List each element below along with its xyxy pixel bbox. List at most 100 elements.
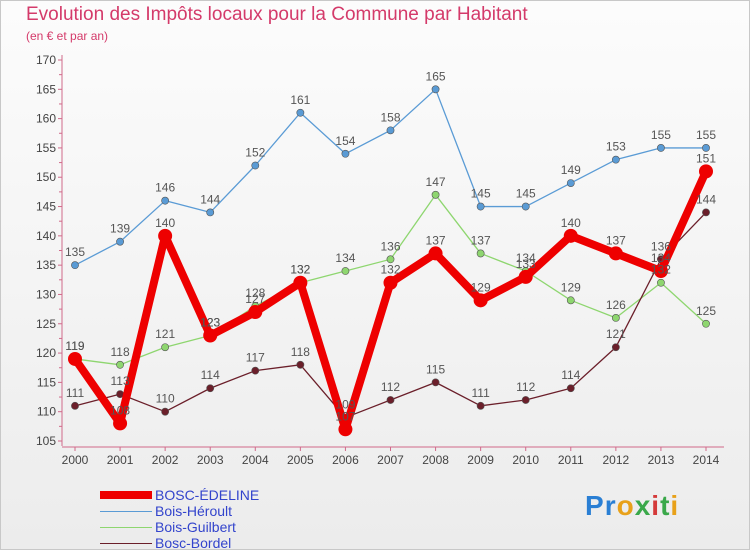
x-tick-label: 2012 <box>603 453 630 467</box>
y-tick-label: 120 <box>36 346 56 360</box>
legend-swatch <box>100 487 152 503</box>
data-label: 129 <box>561 280 581 294</box>
data-label: 129 <box>471 280 491 294</box>
data-point <box>296 360 305 369</box>
data-label: 135 <box>65 245 85 259</box>
x-tick-label: 2014 <box>693 453 720 467</box>
data-label: 145 <box>516 187 536 201</box>
data-point <box>161 343 170 352</box>
data-point <box>476 249 485 258</box>
data-label: 136 <box>380 239 400 253</box>
x-tick-label: 2008 <box>422 453 449 467</box>
data-label: 147 <box>426 175 446 189</box>
data-point <box>431 190 440 199</box>
data-label: 155 <box>651 128 671 142</box>
data-point <box>699 164 713 179</box>
data-point <box>158 228 173 243</box>
logo-letter: P <box>585 490 605 521</box>
data-label: 126 <box>606 298 626 312</box>
data-point <box>702 319 710 328</box>
x-tick-label: 2004 <box>242 453 269 467</box>
data-label: 134 <box>651 251 671 265</box>
data-label: 111 <box>66 386 85 400</box>
data-point <box>521 396 530 404</box>
legend-label: Bois-Guilbert <box>155 519 236 535</box>
data-point <box>386 396 395 404</box>
data-point <box>702 144 710 152</box>
y-tick-label: 140 <box>36 229 56 243</box>
data-point <box>608 246 623 261</box>
y-tick-label: 155 <box>36 141 56 155</box>
legend-item: Bois-Héroult <box>100 503 340 519</box>
data-label: 134 <box>516 251 536 265</box>
data-label: 158 <box>380 110 400 124</box>
legend-swatch <box>100 535 152 551</box>
data-label: 140 <box>155 216 175 230</box>
data-label: 152 <box>245 146 265 160</box>
data-label: 133 <box>516 257 536 271</box>
data-point <box>296 108 305 117</box>
logo-letter: i <box>670 490 680 521</box>
data-point <box>386 126 395 135</box>
y-tick-label: 170 <box>36 53 56 67</box>
x-tick-label: 2013 <box>648 453 675 467</box>
data-label: 123 <box>200 315 220 329</box>
data-point <box>431 378 440 387</box>
data-point <box>476 202 485 211</box>
data-point <box>566 384 575 393</box>
data-label: 146 <box>155 181 175 195</box>
data-label: 119 <box>65 339 84 353</box>
data-point <box>476 401 485 410</box>
data-label: 144 <box>200 192 220 206</box>
data-label: 165 <box>426 69 446 83</box>
data-label: 136 <box>651 239 671 253</box>
data-label: 109 <box>335 398 355 412</box>
data-label: 132 <box>651 263 671 277</box>
y-tick-label: 115 <box>37 375 56 389</box>
data-point <box>203 328 218 343</box>
data-point <box>71 261 79 270</box>
data-label: 144 <box>696 192 716 206</box>
y-tick-label: 160 <box>36 112 56 126</box>
data-label: 115 <box>426 362 445 376</box>
data-label: 137 <box>606 233 626 247</box>
data-label: 161 <box>290 93 310 107</box>
y-tick-label: 135 <box>36 258 56 272</box>
data-point <box>566 296 575 305</box>
y-tick-label: 110 <box>37 405 56 419</box>
data-label: 110 <box>156 392 175 406</box>
x-tick-label: 2007 <box>377 453 404 467</box>
x-tick-label: 2006 <box>332 453 359 467</box>
legend-label: Bois-Héroult <box>155 503 233 519</box>
data-point <box>386 255 395 264</box>
data-point <box>431 85 440 94</box>
data-point <box>611 314 620 322</box>
data-point <box>248 305 263 320</box>
y-tick-label: 165 <box>36 82 56 96</box>
proxiti-logo: Proxiti <box>585 490 679 522</box>
data-point <box>206 384 215 393</box>
x-tick-label: 2001 <box>107 453 134 467</box>
legend: BOSC-ÉDELINE Bois-Héroult Bois-Guilbert Bos… <box>100 487 340 551</box>
data-point <box>566 179 575 187</box>
data-point <box>161 196 170 205</box>
y-tick-label: 125 <box>36 317 56 331</box>
data-point <box>113 416 128 431</box>
chart-title: Evolution des Impôts locaux pour la Comm… <box>26 4 528 25</box>
data-label: 155 <box>696 128 716 142</box>
data-point <box>653 264 668 279</box>
data-point <box>657 144 665 152</box>
data-label: 132 <box>290 263 310 277</box>
logo-letter: t <box>660 490 671 521</box>
data-label: 145 <box>471 187 491 201</box>
data-label: 137 <box>426 233 446 247</box>
data-label: 132 <box>380 263 400 277</box>
data-point <box>611 343 620 352</box>
data-point <box>341 149 350 158</box>
data-point <box>383 275 398 290</box>
data-point <box>251 161 260 170</box>
logo-letter: i <box>651 490 661 521</box>
data-point <box>473 293 488 308</box>
